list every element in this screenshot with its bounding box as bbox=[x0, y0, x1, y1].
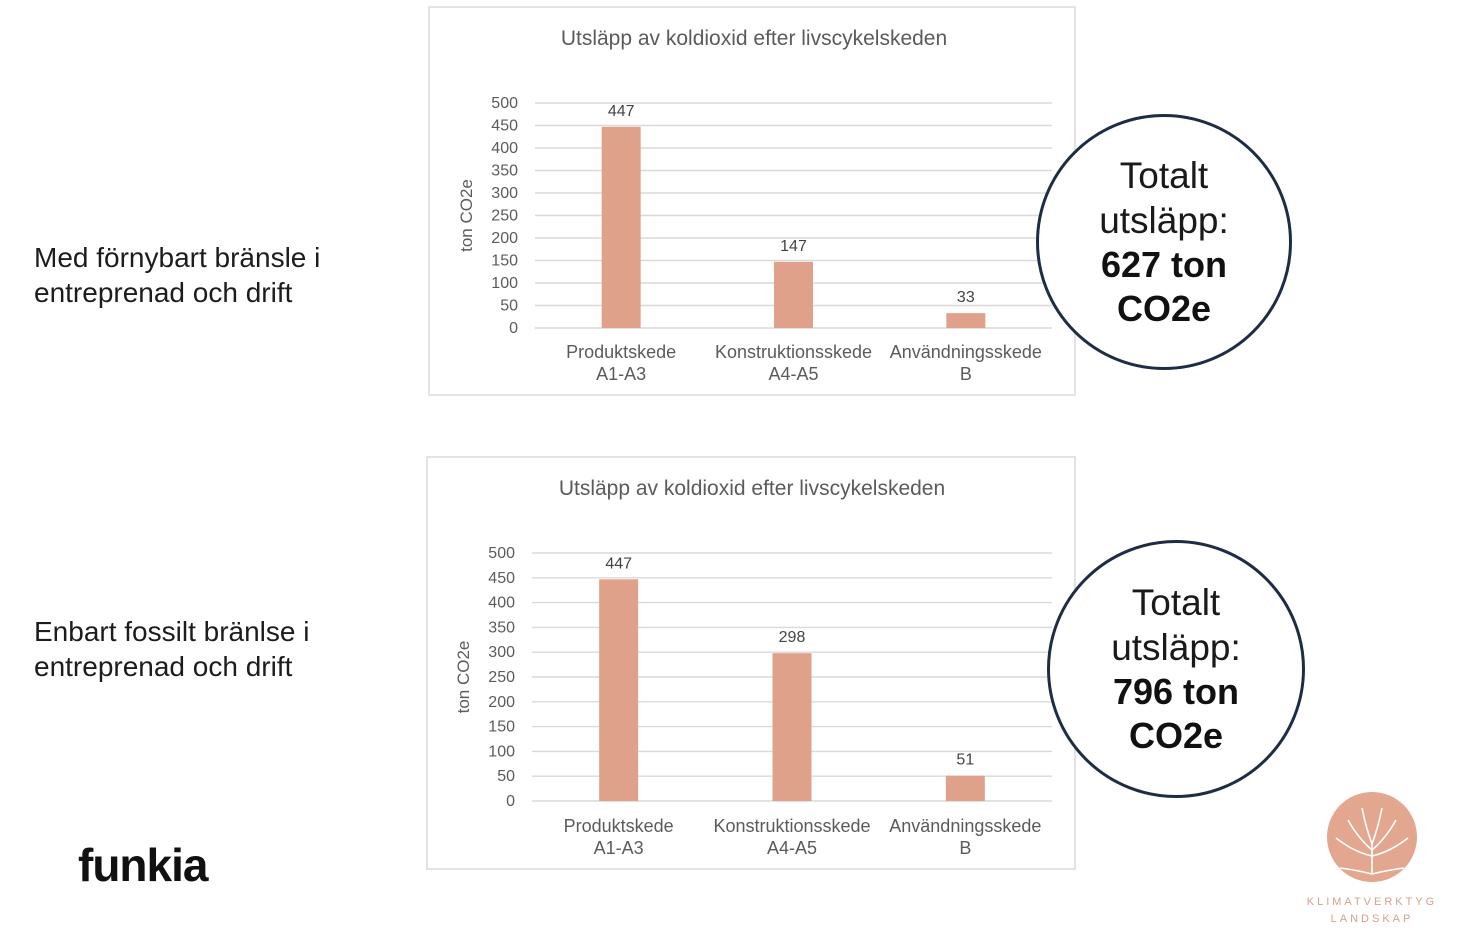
chart-renewable: Utsläpp av koldioxid efter livscykelsked… bbox=[428, 6, 1076, 396]
x-category-label: A1-A3 bbox=[594, 838, 644, 858]
total-label-line2: utsläpp: bbox=[1099, 200, 1229, 241]
y-tick-label: 450 bbox=[488, 570, 515, 587]
y-tick-label: 50 bbox=[500, 298, 518, 315]
y-tick-label: 0 bbox=[509, 320, 518, 337]
y-axis-label: ton CO2e bbox=[454, 641, 473, 714]
row-label-fossil: Enbart fossilt bränlse i entreprenad och… bbox=[34, 616, 310, 682]
data-label: 147 bbox=[780, 238, 807, 255]
tree-icon bbox=[1335, 807, 1409, 875]
y-tick-label: 200 bbox=[488, 694, 515, 711]
y-tick-label: 150 bbox=[488, 719, 515, 736]
total-value-line2: CO2e bbox=[1128, 715, 1224, 756]
y-tick-label: 250 bbox=[488, 669, 515, 686]
y-tick-label: 350 bbox=[488, 619, 515, 636]
y-tick-label: 300 bbox=[488, 644, 515, 661]
total-value-line2: CO2e bbox=[1116, 288, 1212, 329]
x-category-label: A1-A3 bbox=[596, 364, 646, 384]
y-axis-label: ton CO2e bbox=[457, 179, 476, 252]
bar bbox=[601, 126, 641, 328]
bar bbox=[599, 579, 639, 801]
chart-fossil: Utsläpp av koldioxid efter livscykelsked… bbox=[426, 456, 1076, 870]
bar bbox=[772, 653, 812, 801]
y-tick-label: 500 bbox=[488, 545, 515, 562]
y-tick-label: 0 bbox=[506, 793, 515, 810]
total-label-line2: utsläpp: bbox=[1111, 627, 1241, 668]
x-category-label: Konstruktionsskede bbox=[713, 816, 870, 836]
funkia-logo: funkia bbox=[78, 839, 208, 891]
y-tick-label: 100 bbox=[491, 275, 518, 292]
chart-title: Utsläpp av koldioxid efter livscykelsked… bbox=[559, 477, 945, 500]
bar bbox=[774, 261, 813, 328]
x-category-label: B bbox=[960, 364, 972, 384]
landskap-text: LANDSKAP bbox=[1331, 913, 1414, 925]
chart-svg: Utsläpp av koldioxid efter livscykelsked… bbox=[454, 477, 1052, 858]
total-value-line1: 627 ton bbox=[1100, 244, 1228, 285]
x-category-label: B bbox=[959, 838, 971, 858]
x-category-label: Användningsskede bbox=[890, 342, 1042, 362]
y-tick-label: 400 bbox=[488, 595, 515, 612]
total-label-line1: Totalt bbox=[1119, 155, 1209, 196]
x-category-label: A4-A5 bbox=[768, 364, 818, 384]
y-tick-label: 450 bbox=[491, 118, 518, 135]
tree-circle-icon bbox=[1327, 792, 1417, 882]
y-tick-label: 300 bbox=[491, 185, 518, 202]
chart-title: Utsläpp av koldioxid efter livscykelsked… bbox=[561, 27, 947, 50]
x-category-label: Produktskede bbox=[564, 816, 674, 836]
total-emission-circle-fossil: Totalt utsläpp: 796 ton CO2e bbox=[1047, 540, 1305, 798]
row-label-renewable: Med förnybart bränsle i entreprenad och … bbox=[34, 242, 321, 308]
x-category-label: Användningsskede bbox=[889, 816, 1041, 836]
klimatverktyg-text: KLIMATVERKTYG bbox=[1307, 896, 1437, 908]
total-emission-circle-renewable: Totalt utsläpp: 627 ton CO2e bbox=[1036, 114, 1292, 370]
x-category-label: Konstruktionsskede bbox=[715, 342, 872, 362]
chart-svg: Utsläpp av koldioxid efter livscykelsked… bbox=[457, 27, 1052, 384]
x-category-label: A4-A5 bbox=[767, 838, 817, 858]
x-category-label: Produktskede bbox=[566, 342, 676, 362]
y-tick-label: 350 bbox=[491, 163, 518, 180]
y-tick-label: 150 bbox=[491, 253, 518, 270]
y-tick-label: 200 bbox=[491, 230, 518, 247]
y-tick-label: 400 bbox=[491, 140, 518, 157]
klimatverktyg-logo: KLIMATVERKTYG LANDSKAP bbox=[1307, 792, 1437, 925]
total-value-line1: 796 ton bbox=[1112, 671, 1240, 712]
data-label: 298 bbox=[779, 629, 806, 646]
y-tick-label: 50 bbox=[497, 768, 515, 785]
y-tick-label: 500 bbox=[491, 95, 518, 112]
bar bbox=[945, 775, 985, 801]
data-label: 447 bbox=[608, 103, 635, 120]
total-label-line1: Totalt bbox=[1131, 582, 1221, 623]
bar bbox=[946, 313, 986, 328]
data-label: 51 bbox=[956, 752, 974, 769]
data-label: 33 bbox=[957, 289, 975, 306]
y-tick-label: 250 bbox=[491, 208, 518, 225]
y-tick-label: 100 bbox=[488, 743, 515, 760]
data-label: 447 bbox=[605, 555, 632, 572]
